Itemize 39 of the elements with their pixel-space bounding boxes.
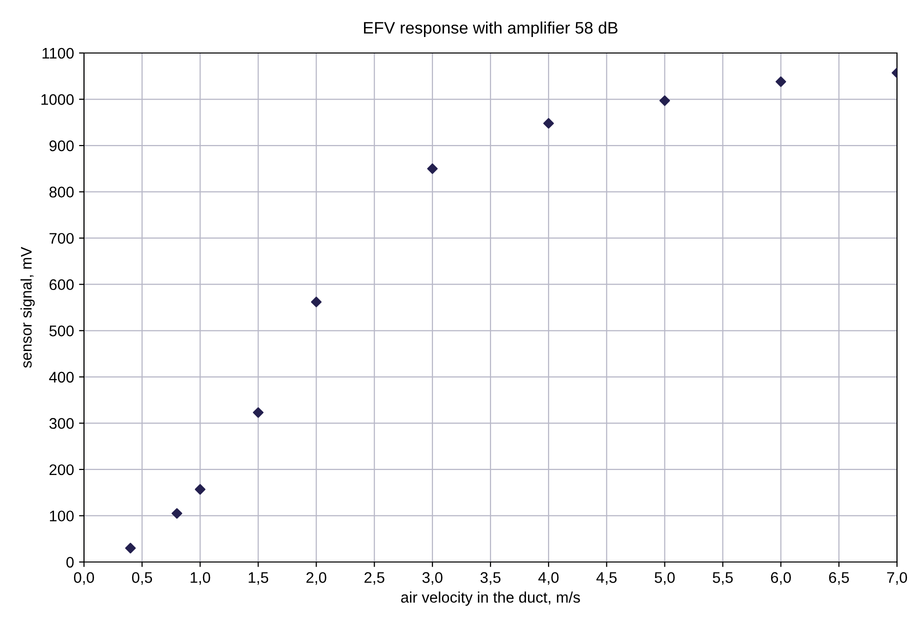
y-tick-label: 800: [49, 186, 74, 198]
x-tick-label: 0,5: [132, 572, 152, 585]
y-tick-label: 1000: [41, 94, 74, 105]
x-tick-label: 3,0: [422, 572, 442, 585]
y-tick-label: 300: [49, 418, 74, 429]
y-tick-label: 700: [50, 232, 74, 244]
x-tick-label: 2,5: [364, 572, 384, 585]
point: [172, 508, 182, 519]
x-tick-label: 0,0: [74, 572, 94, 585]
point: [125, 542, 136, 554]
y-tick-label: 1100: [42, 48, 74, 59]
x-tick-label: 4,5: [596, 572, 617, 585]
y-tick-label: 400: [49, 372, 74, 383]
x-tick-label: 1,5: [248, 572, 268, 585]
point: [427, 163, 438, 174]
point: [194, 484, 206, 495]
y-tick-label: 600: [50, 279, 74, 290]
point: [659, 95, 670, 106]
y-tick-label: 500: [49, 326, 74, 336]
y-tick-label: 200: [50, 464, 74, 476]
x-tick-label: 7,0: [887, 572, 908, 585]
x-tick-label: 6,0: [771, 572, 791, 585]
x-tick-label: 1,0: [190, 572, 210, 585]
point: [310, 296, 322, 308]
point: [252, 407, 264, 418]
x-tick-label: 3,5: [480, 572, 500, 585]
point: [776, 76, 786, 87]
x-axis-title: air velocity in the duct, m/s: [401, 592, 580, 606]
y-tick-label: 100: [50, 510, 74, 522]
x-tick-label: 2,0: [306, 572, 326, 585]
chart-title: EFV response with amplifier 58 dB: [364, 21, 618, 38]
x-tick-label: 4,0: [538, 572, 559, 585]
x-tick-label: 5,0: [654, 572, 675, 585]
point: [543, 118, 554, 129]
x-tick-label: 5,5: [712, 572, 733, 585]
y-tick-label: 900: [50, 140, 74, 152]
x-tick-label: 6,5: [829, 572, 849, 585]
y-tick-label: 0: [66, 556, 74, 568]
y-axis-title: sensor signal, mV: [20, 246, 35, 368]
